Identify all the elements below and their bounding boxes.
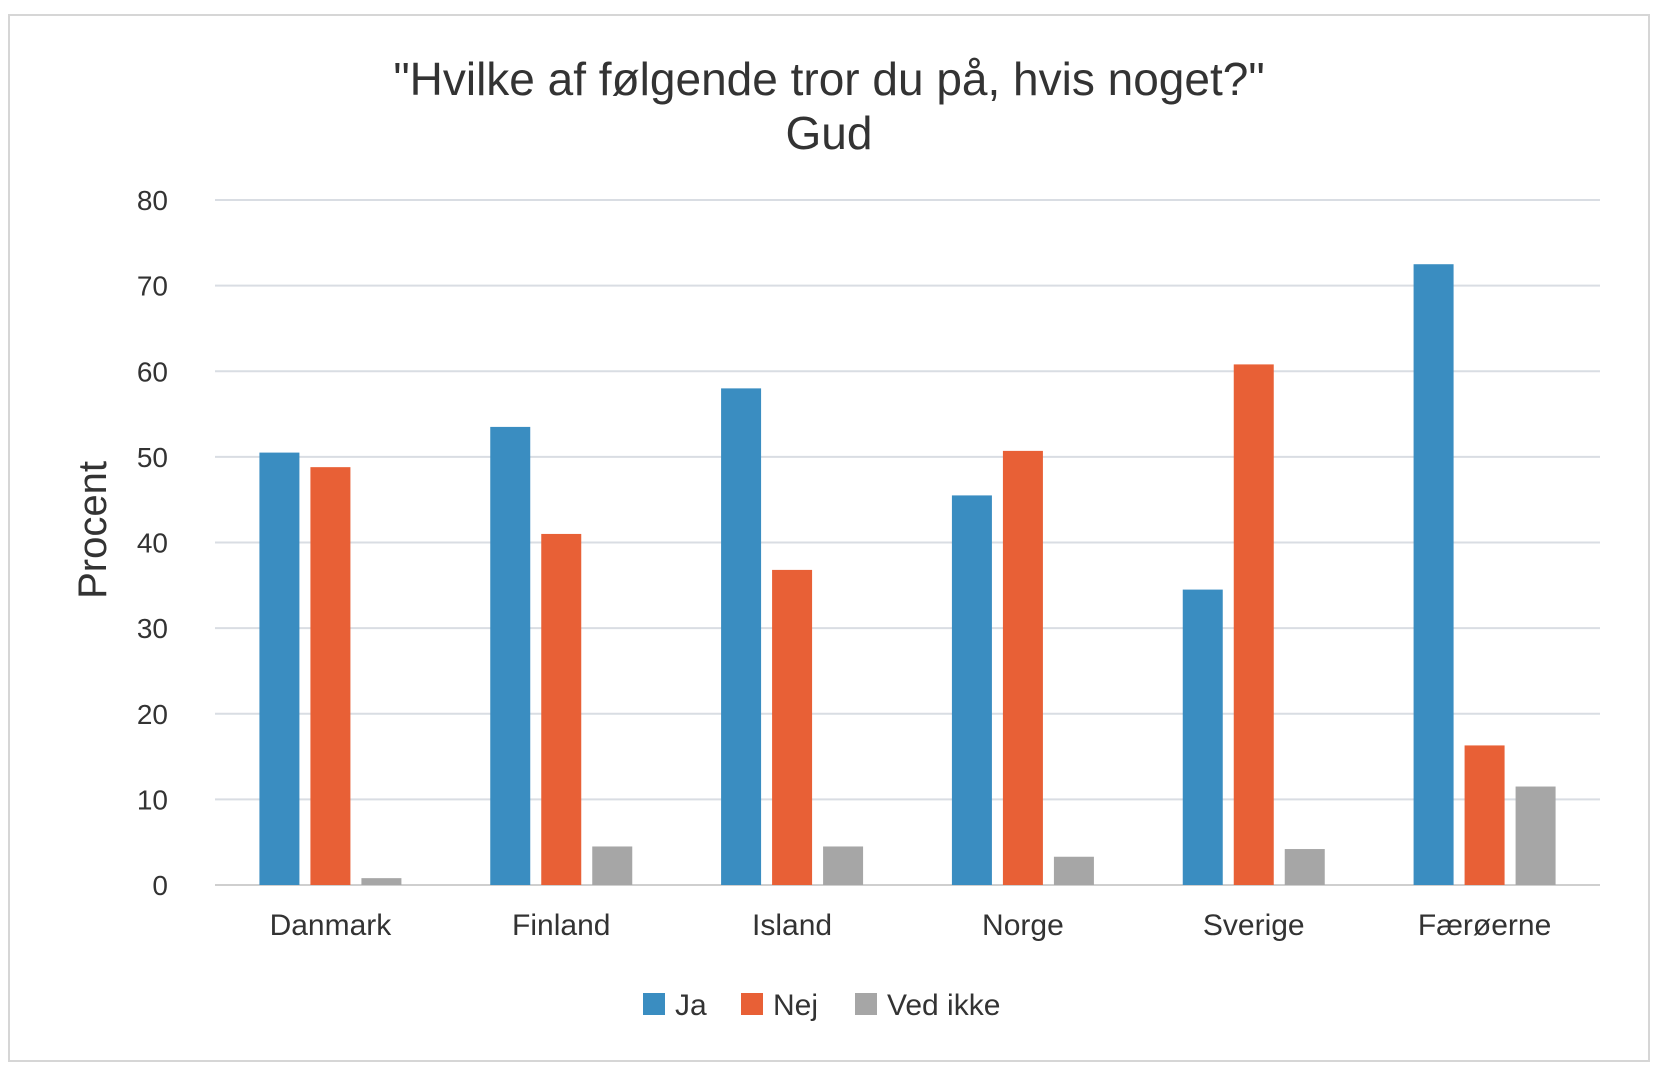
bar-ja [721, 388, 762, 885]
bars [259, 264, 1556, 885]
y-tick-label: 40 [137, 528, 168, 559]
legend-label: Ja [675, 989, 707, 1022]
bar-ved-ikke [592, 846, 633, 885]
y-axis-label: Procent [71, 461, 115, 599]
y-axis-ticks: 0 10 20 30 40 50 60 70 80 [137, 185, 168, 901]
x-tick-label: Island [752, 909, 832, 942]
bar-ved-ikke [1284, 849, 1325, 885]
legend-swatch [643, 993, 665, 1015]
chart-title: "Hvilke af følgende tror du på, hvis nog… [393, 53, 1265, 105]
y-tick-label: 20 [137, 699, 168, 730]
bar-nej [541, 533, 582, 885]
bar-ja [1182, 589, 1223, 885]
y-tick-label: 60 [137, 356, 168, 387]
bar-nej [772, 569, 813, 885]
x-tick-label: Danmark [270, 909, 393, 942]
x-tick-label: Norge [982, 909, 1064, 942]
bar-ja [259, 452, 300, 885]
x-tick-label: Finland [512, 909, 610, 942]
bar-ja [490, 426, 531, 885]
legend-label: Ved ikke [887, 989, 1000, 1022]
x-tick-label: Sverige [1203, 909, 1305, 942]
x-axis-ticks: Danmark Finland Island Norge Sverige Færøerne [270, 909, 1552, 942]
chart-subtitle: Gud [785, 107, 873, 159]
bar-ja [1413, 264, 1454, 885]
legend: Ja Nej Ved ikke [643, 989, 1000, 1022]
gridlines [215, 199, 1600, 886]
legend-swatch [741, 993, 763, 1015]
y-tick-label: 50 [137, 442, 168, 473]
bar-ved-ikke [823, 846, 864, 885]
y-tick-label: 30 [137, 613, 168, 644]
bar-nej [1464, 745, 1505, 885]
bar-nej [310, 467, 351, 885]
bar-ved-ikke [1053, 856, 1094, 885]
bar-ja [951, 495, 992, 885]
bar-ved-ikke [361, 878, 402, 885]
x-tick-label: Færøerne [1418, 909, 1551, 942]
y-tick-label: 10 [137, 784, 168, 815]
legend-label: Nej [773, 989, 818, 1022]
y-tick-label: 80 [137, 185, 168, 216]
legend-swatch [855, 993, 877, 1015]
bar-nej [1002, 450, 1043, 885]
y-tick-label: 70 [137, 271, 168, 302]
y-tick-label: 0 [152, 870, 168, 901]
bar-ved-ikke [1515, 786, 1556, 885]
bar-nej [1233, 364, 1274, 885]
